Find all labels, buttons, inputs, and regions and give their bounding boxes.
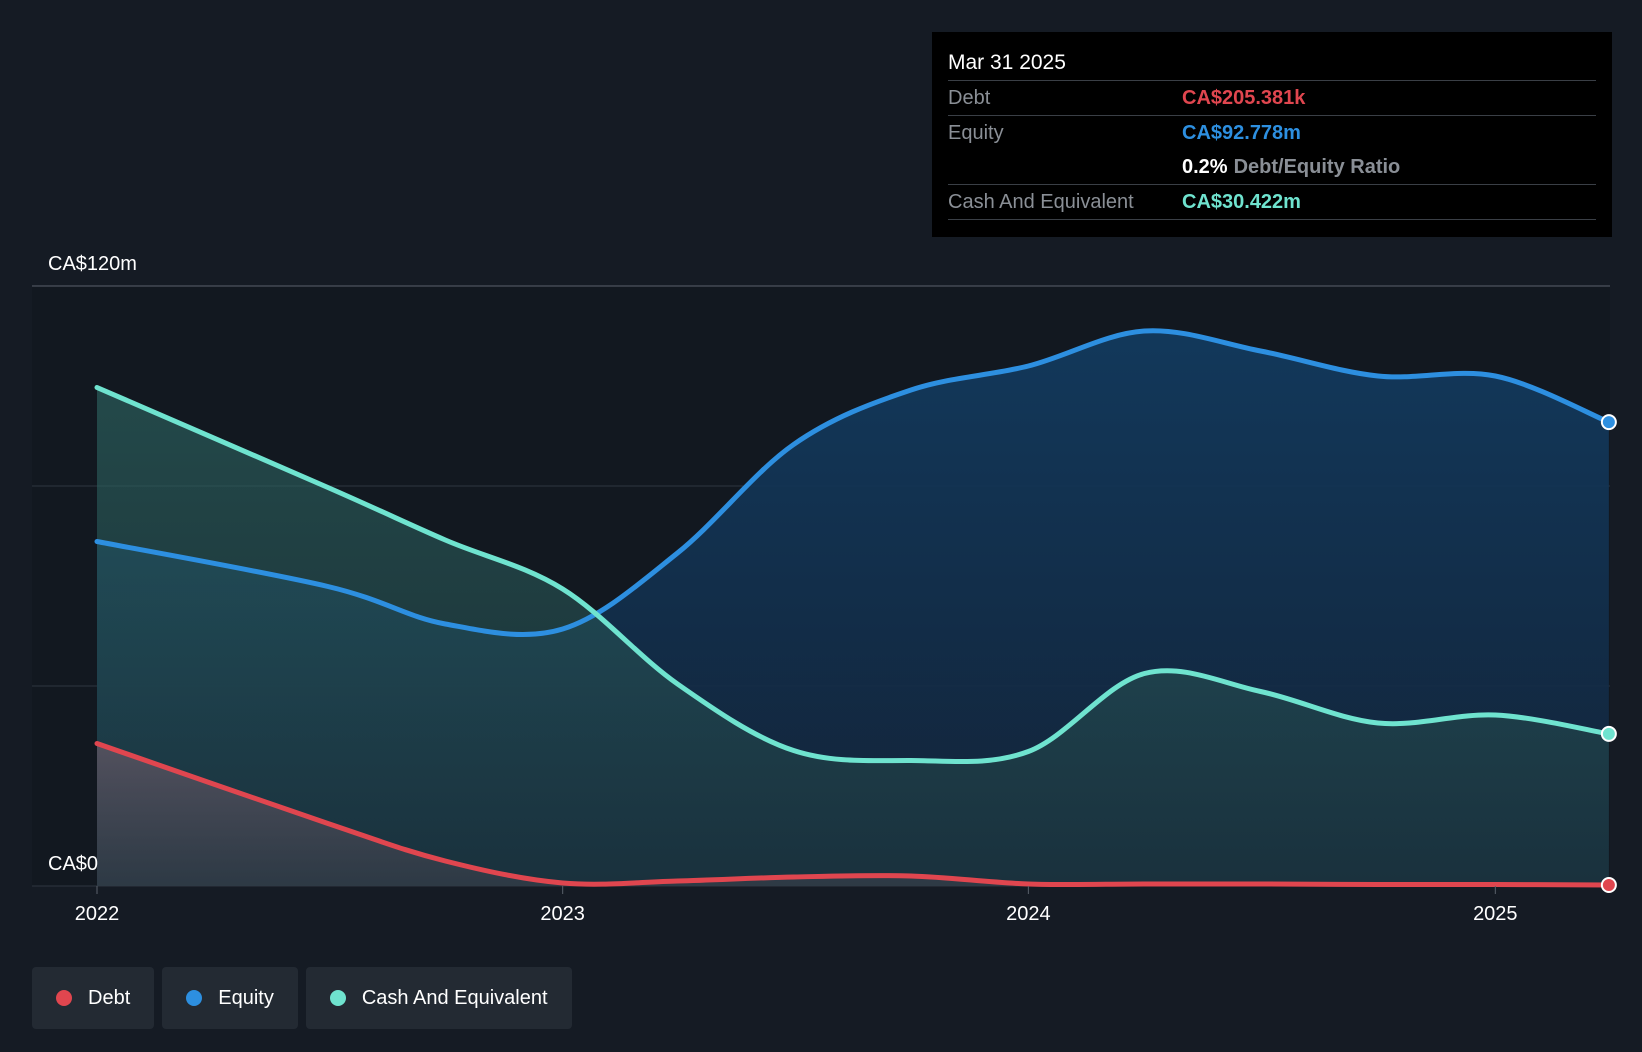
legend-label-debt: Debt [88,986,131,1009]
legend-item-equity[interactable]: Equity [162,967,298,1029]
y-axis-top-label: CA$120m [48,253,137,275]
x-tick-label: 2024 [1006,903,1051,925]
debt-area [97,743,1609,886]
end-points [1600,414,1617,893]
legend-item-debt[interactable]: Debt [32,967,155,1029]
tooltip-cash-value: CA$30.422m [1182,191,1301,213]
tooltip-cash-row: Cash And Equivalent CA$30.422m [948,185,1596,220]
tooltip-date: Mar 31 2025 [948,46,1596,81]
tooltip: Mar 31 2025 Debt CA$205.381k Equity CA$9… [932,32,1612,237]
equity-line [94,328,1612,638]
x-axis-ticks: 2022 2023 2024 2025 [75,886,1518,925]
tooltip-ratio-spacer [948,150,1182,184]
x-tick-label: 2022 [75,903,120,925]
debt-line [94,741,1612,888]
tooltip-debt-row: Debt CA$205.381k [948,81,1596,116]
x-tick-label: 2023 [540,903,585,925]
y-axis-bottom-label: CA$0 [48,853,98,875]
legend-item-cash[interactable]: Cash And Equivalent [305,967,572,1029]
tooltip-equity-label: Equity [948,122,1004,144]
legend-label-cash: Cash And Equivalent [361,986,548,1009]
tooltip-debt-value: CA$205.381k [1182,87,1306,109]
x-tick-label: 2025 [1473,903,1518,925]
debt-end-point [1600,876,1617,893]
tooltip-cash-label: Cash And Equivalent [948,191,1134,213]
legend: Debt Equity Cash And Equivalent [32,967,572,1029]
tooltip-equity-row: Equity CA$92.778m [948,116,1596,150]
legend-dot-cash [329,990,346,1006]
legend-dot-equity [186,990,203,1006]
series-areas [97,330,1609,886]
tooltip-debt-label: Debt [948,87,991,109]
series-lines [94,328,1612,888]
legend-dot-debt [56,990,72,1006]
tooltip-ratio-label: Debt/Equity Ratio [1233,156,1401,178]
equity-end-point [1600,414,1617,431]
cash-and-equivalent-area [97,387,1609,886]
tooltip-equity-value: CA$92.778m [1182,122,1301,144]
cash-and-equivalent-end-point [1600,725,1617,742]
tooltip-ratio-value: 0.2% [1182,156,1228,178]
cash-and-equivalent-line [94,385,1612,765]
legend-label-equity: Equity [218,986,274,1009]
tooltip-ratio-row: 0.2% Debt/Equity Ratio [948,150,1596,185]
